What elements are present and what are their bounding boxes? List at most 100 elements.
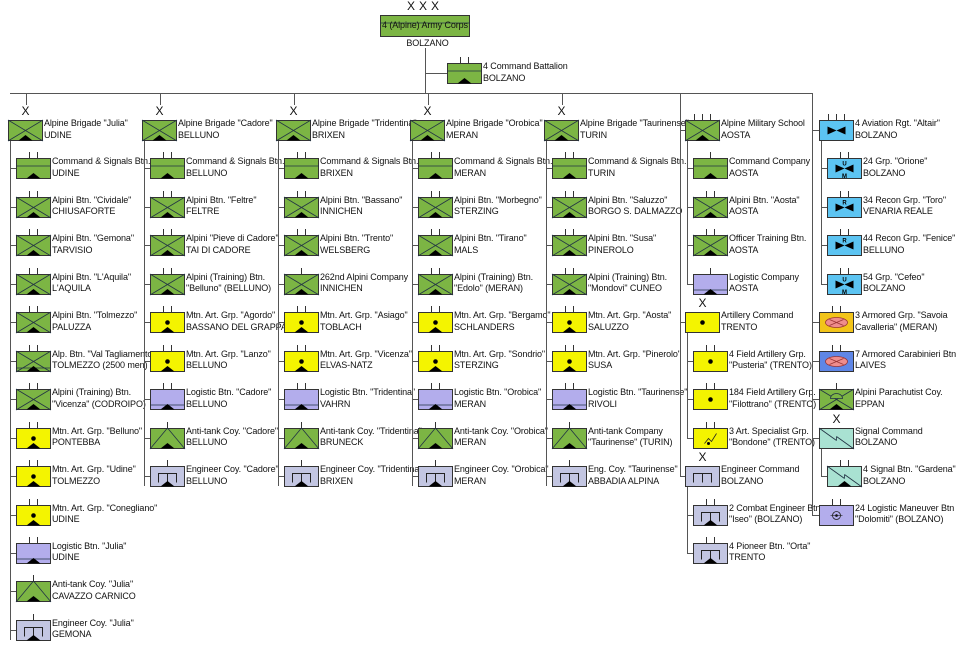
unit-label: Command & Signals Btn. UDINE [52,156,150,179]
art-unit-symbol-icon [16,460,51,488]
unit-label: 34 Recon Grp. "Toro" VENARIA REALE [863,195,946,218]
unit-location: AOSTA [729,167,759,178]
cmd-unit-symbol-icon [150,152,185,180]
unit-name: Alp. Btn. "Val Tagliamento [52,348,153,359]
at-unit-symbol-icon [283,421,320,449]
art-unit-symbol-icon [552,306,587,334]
unit-location: AOSTA [729,206,759,217]
unit-location: "Taurinense" (TURIN) [588,437,673,448]
unit-label: 184 Field Artillery Grp. "Filottrano" (TR… [729,387,816,410]
unit-label: Alpine Brigade "Cadore" BELLUNO [178,118,273,141]
connector-line [428,93,429,105]
at-unit-symbol-icon [15,575,52,603]
unit-label: Command Company AOSTA [729,156,810,179]
connector-line [680,93,681,478]
unit-name: Command & Signals Btn. [52,156,151,167]
unit-label: Logistic Company AOSTA [729,272,799,295]
unit-name: Engineer Coy. "Orobica" [454,464,549,475]
unit-label: Anti-tank Coy. "Cadore" BELLUNO [186,426,278,449]
unit-label: Mtn. Art. Grp. "Conegliano" UDINE [52,503,157,526]
connector-line [812,399,819,401]
unit-label: Command & Signals Btn. BELLUNO [186,156,284,179]
main-horizontal-line [10,93,813,94]
log-unit-symbol-icon [693,267,728,295]
avi-unit-symbol-icon: R [827,229,862,257]
unit-label: 262nd Alpini Company INNICHEN [320,272,408,295]
art-unit-symbol-icon [150,344,185,372]
connector-line [680,476,685,478]
connector-line [278,399,284,401]
unit-name: 184 Field Artillery Grp. [729,387,816,398]
cmd-unit-symbol-icon [380,15,470,37]
army-corps-location: BOLZANO [406,38,449,48]
unit-label: Alpini (Training) Btn. "Vicenza" (CODROIP… [52,387,146,410]
connector-line [144,476,150,478]
connector-line [412,141,413,487]
connector-line [26,93,27,105]
unit-name: Engineer Coy. "Tridentina [320,464,420,475]
unit-location: BELLUNO [186,398,228,409]
connector-line [546,360,552,362]
eng-unit-symbol-icon [693,498,728,526]
unit-location: BRIXEN [320,167,353,178]
connector-line [680,322,685,324]
unit-label: Artillery Command TRENTO [721,310,793,333]
unit-location: SCHLANDERS [454,321,515,332]
unit-name: Alpini (Training) Btn. [52,387,131,398]
unit-location: INNICHEN [320,206,363,217]
connector-line [278,168,284,170]
connector-line [278,206,284,208]
connector-line [10,629,16,631]
unit-label: Alpini Btn. "Trento" WELSBERG [320,233,393,256]
echelon-mark: X [21,104,30,118]
unit-location: BRIXEN [312,129,345,140]
unit-label: Alpini Btn. "Saluzzo" BORGO S. DALMAZZO [588,195,682,218]
unit-location: "Iseo" (BOLZANO) [729,514,803,524]
unit-location: BELLUNO [186,475,228,486]
unit-label: Engineer Command BOLZANO [721,464,800,487]
unit-label: Anti-tank Company "Taurinense" (TURIN) [588,426,673,449]
connector-line [294,93,295,105]
unit-name: Command & Signals Btn. [454,156,553,167]
inf-unit-symbol-icon [149,190,186,219]
echelon-mark: XXX [406,0,443,13]
unit-name: Engineer Command [721,464,800,475]
art-unit-symbol-icon [284,344,319,372]
unit-label: Alpini (Training) Btn. "Mondovi" CUNEO [588,272,667,295]
unit-location: AOSTA [729,283,759,294]
connector-line [546,206,552,208]
unit-location: UDINE [52,552,80,563]
cmd-unit-symbol-icon [552,152,587,180]
unit-location: BOLZANO [863,283,906,294]
unit-label: Alpini Btn. "Feltre" FELTRE [186,195,257,218]
unit-label: Alpini (Training) Btn. "Belluno" (BELLUNO… [186,272,271,295]
inf-unit-symbol-icon [15,267,52,296]
unit-location: "Mondovi" CUNEO [588,283,662,294]
avi-unit-symbol-icon [819,114,854,141]
unit-name: Logistic Btn. "Tridentina" [320,387,416,398]
unit-location: MERAN [454,167,487,178]
connector-line [425,73,447,74]
unit-label: Mtn. Art. Grp. "Vicenza" ELVAS-NATZ [320,349,412,372]
unit-location: BASSANO DEL GRAPPA [186,321,287,332]
inf-unit-symbol-icon [149,267,186,296]
unit-location: VENARIA REALE [863,206,933,217]
inf-unit-symbol-icon [283,190,320,219]
connector-line [546,283,552,285]
connector-line [10,360,16,362]
connector-line [821,476,827,478]
unit-name: Alpine Brigade "Julia" [44,118,128,128]
unit-label: Alpine Brigade "Orobica" MERAN [446,118,543,141]
unit-name: Mtn. Art. Grp. "Vicenza" [320,348,412,359]
unit-location: VAHRN [320,398,351,409]
inf-unit-symbol-icon [692,229,729,257]
unit-label: Alpini (Training) Btn. "Edolo" (MERAN) [454,272,533,295]
unit-label: Mtn. Art. Grp. "Udine" TOLMEZZO [52,464,136,487]
eng-unit-symbol-icon [150,460,185,488]
unit-label: Mtn. Art. Grp. "Agordo" BASSANO DEL GRAPP… [186,310,287,333]
unit-location: RIVOLI [588,398,617,409]
unit-location: BOLZANO [483,72,526,83]
unit-name: Anti-tank Coy. "Cadore" [186,425,278,436]
connector-line [412,322,418,324]
